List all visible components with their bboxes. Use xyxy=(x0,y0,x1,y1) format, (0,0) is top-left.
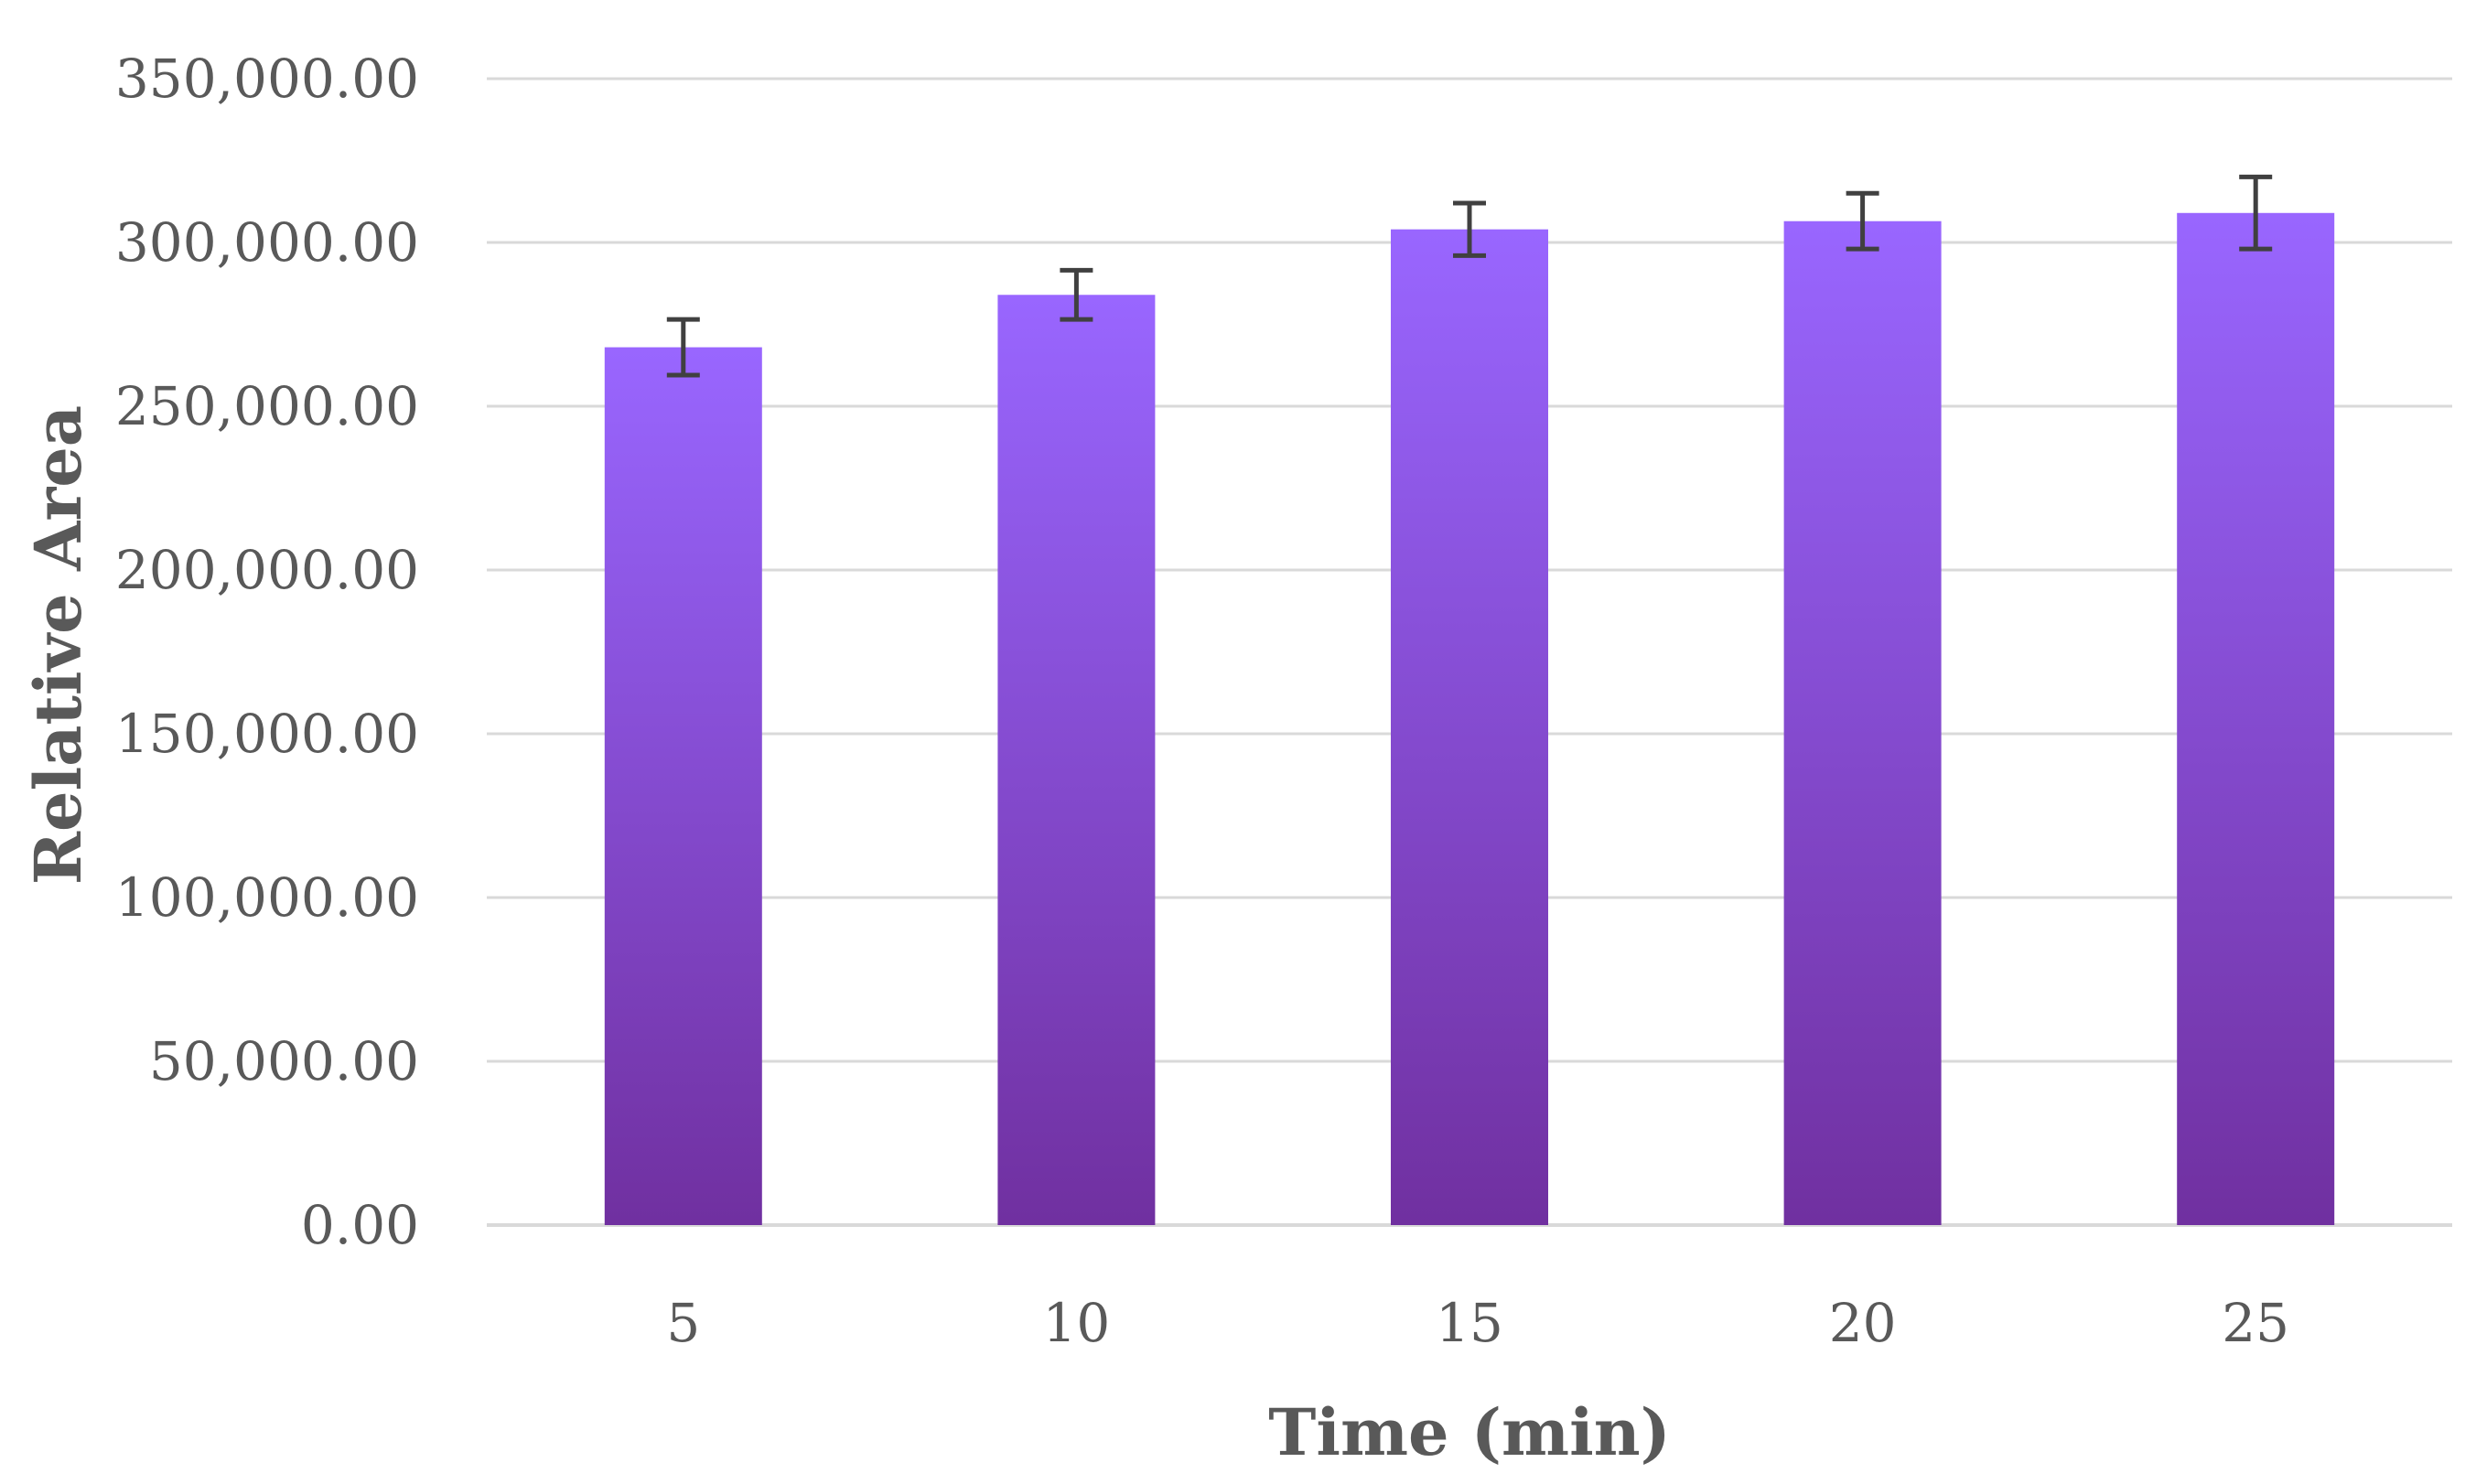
y-axis-ticks: 0.00 50,000.00 100,000.00 150,000.00 200,000… xyxy=(115,48,419,1256)
y-tick-label: 0.00 xyxy=(301,1194,419,1256)
bar xyxy=(997,295,1156,1225)
y-tick-label: 150,000.00 xyxy=(115,703,419,765)
y-tick-label: 50,000.00 xyxy=(149,1030,419,1092)
x-tick-label: 10 xyxy=(1042,1292,1110,1354)
y-tick-label: 350,000.00 xyxy=(115,48,419,110)
error-bars xyxy=(666,174,2273,378)
bars xyxy=(604,212,2335,1226)
error-bar xyxy=(1453,200,1486,258)
x-axis-title: Time (min) xyxy=(1268,1394,1670,1470)
x-tick-label: 15 xyxy=(1436,1292,1503,1354)
x-tick-label: 25 xyxy=(2222,1292,2289,1354)
x-tick-label: 5 xyxy=(666,1292,700,1354)
y-tick-label: 100,000.00 xyxy=(115,866,419,929)
y-tick-label: 300,000.00 xyxy=(115,211,419,274)
error-bar xyxy=(2239,174,2273,252)
bar xyxy=(1391,229,1548,1226)
bar xyxy=(2177,212,2335,1225)
bar xyxy=(1783,220,1942,1226)
x-axis-ticks: 5 10 15 20 25 xyxy=(666,1292,2289,1354)
y-tick-label: 200,000.00 xyxy=(115,539,419,601)
y-tick-label: 250,000.00 xyxy=(115,375,419,437)
error-bar xyxy=(1846,190,1879,252)
y-axis-title: Relative Area xyxy=(20,405,96,885)
error-bar xyxy=(1060,267,1093,322)
error-bar xyxy=(666,317,700,378)
bar xyxy=(604,347,762,1225)
x-tick-label: 20 xyxy=(1829,1292,1897,1354)
